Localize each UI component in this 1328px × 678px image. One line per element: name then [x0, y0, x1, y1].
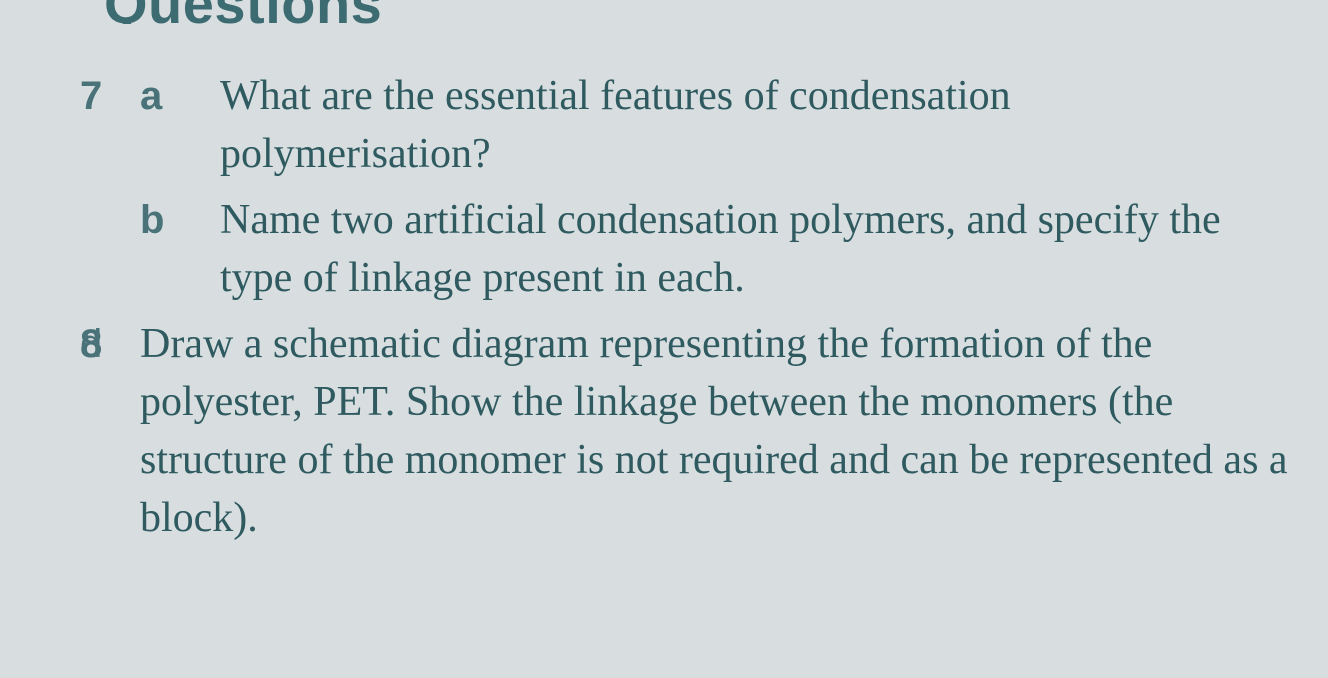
question-part-letter: a — [140, 68, 220, 124]
question-7b-row: b Name two artificial condensation polym… — [140, 192, 1288, 308]
question-text: Name two artificial condensation polymer… — [220, 192, 1288, 308]
section-heading: Questions — [104, 0, 1288, 24]
question-part-letter: b — [140, 192, 220, 248]
margin-mark: d — [80, 322, 102, 367]
question-text: What are the essential features of conde… — [220, 68, 1288, 184]
page-content: Questions 7 a What are the essential fea… — [0, 0, 1328, 576]
question-text: Draw a schematic diagram representing th… — [140, 316, 1288, 548]
question-8-row: d 8 Draw a schematic diagram representin… — [80, 316, 1288, 548]
question-number: 7 — [80, 68, 140, 124]
question-7a-row: 7 a What are the essential features of c… — [80, 68, 1288, 184]
